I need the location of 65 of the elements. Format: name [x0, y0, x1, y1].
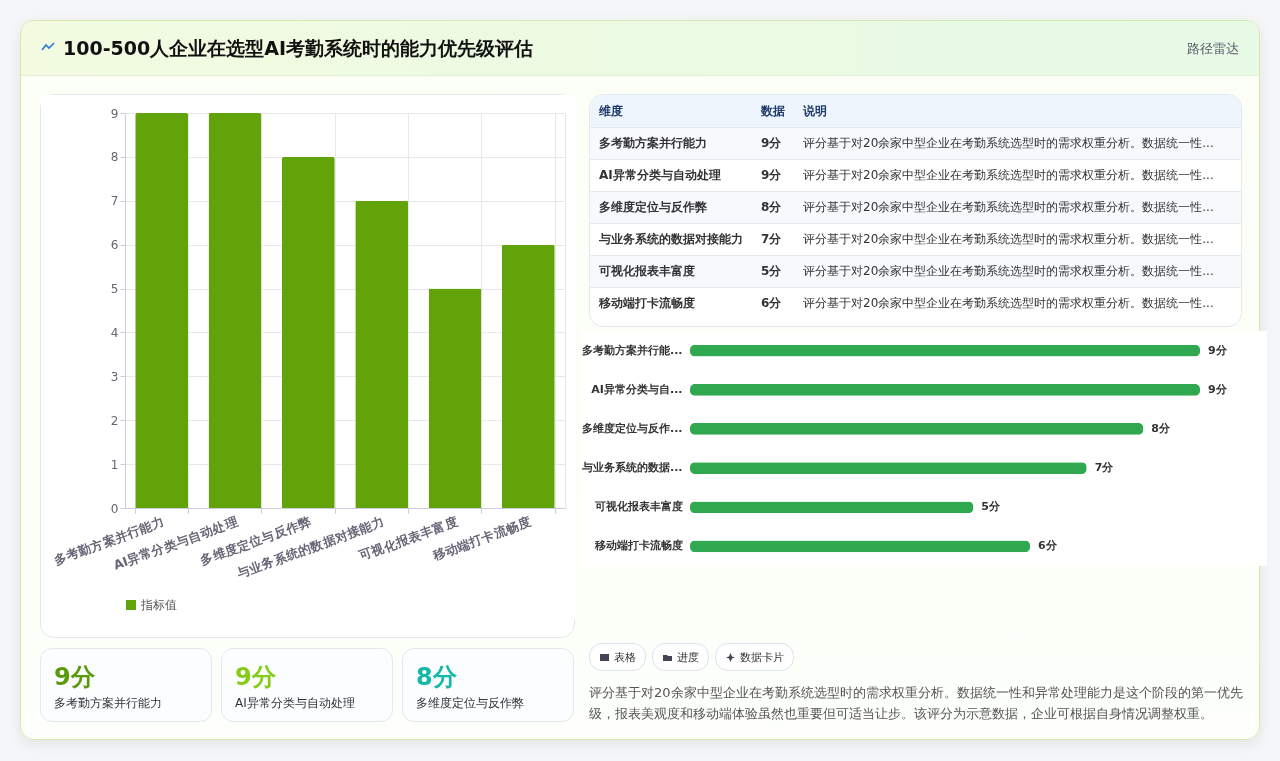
text: 9分 [235, 663, 276, 691]
category-label: 进度 [652, 643, 709, 671]
data-label: 6分 [1038, 539, 1058, 553]
category-label: AI异常分类与自动处理 [599, 168, 721, 182]
text: 评分基于对20余家中型企业在考勤系统选型时的需求权重分析。数据统一性... [794, 127, 1241, 159]
category-label: 多维度定位与反作弊 [416, 695, 524, 712]
text: 评分基于对20余家中型企业在考勤系统选型时的需求权重分析。数据统一性... [803, 200, 1214, 214]
text: 路径雷达 [1187, 40, 1239, 58]
category-label: 数据卡片 [715, 643, 794, 671]
y-tick-label: 6 [110, 238, 119, 253]
text: 9分 [54, 663, 95, 691]
text: 数据 [752, 95, 794, 127]
y-tick-label: 0 [110, 501, 119, 516]
bar [690, 423, 1144, 435]
text: 评分基于对20余家中型企业在考勤系统选型时的需求权重分析。数据统一性... [803, 296, 1214, 311]
y-tick-label: 多考勤方案并行能... [581, 343, 683, 357]
category-label: 多维度定位与反作弊 [599, 200, 707, 214]
bar [690, 462, 1087, 474]
chart-title: 100-500人企业在选型AI考勤系统时的能力优先级评估 [63, 36, 533, 61]
text: 评分基于对20余家中型企业在考勤系统选型时的需求权重分析。数据统一性和异常处理能力是这个阶段的第一优先级，报表美观度和移动端体验虽然也重要但可适当让步。该评分为示意数据，企业可根据自身情况调整权重。 [589, 684, 1244, 723]
data-label: 8分 [1151, 421, 1171, 435]
bar [690, 501, 974, 514]
bar [690, 540, 1030, 553]
text: 5分 [761, 264, 782, 278]
text: 维度 [590, 95, 752, 127]
text: 7分 [761, 232, 782, 246]
bar [690, 344, 1200, 357]
category-label: 多考勤方案并行能力 [599, 136, 707, 150]
legend-label: 指标值 [140, 598, 177, 612]
text: 评分基于对20余家中型企业在考勤系统选型时的需求权重分析。数据统一性... [803, 232, 1214, 246]
data-label: 9分 [1208, 343, 1228, 357]
category-label: AI异常分类与自动处理 [235, 695, 355, 712]
y-tick-label: 8 [110, 150, 119, 165]
text: 9分 [761, 168, 782, 182]
y-tick-label: 4 [110, 325, 119, 340]
text: 8分 [761, 200, 782, 214]
y-tick-label: 7 [110, 194, 119, 209]
text: 说明 [794, 95, 1241, 127]
category-label: 与业务系统的数据对接能力 [599, 232, 743, 246]
y-tick-label: 与业务系统的数据... [580, 461, 683, 475]
bar [428, 288, 482, 508]
bar [355, 200, 409, 508]
text: 8分 [416, 663, 457, 691]
y-tick-label: 多维度定位与反作... [581, 421, 683, 435]
y-tick-label: AI异常分类与自... [591, 382, 683, 396]
y-tick-label: 可视化报表丰富度 [593, 500, 683, 514]
text: 6分 [761, 296, 782, 311]
text: 9分 [761, 136, 782, 150]
data-label: 7分 [1094, 461, 1115, 475]
data-label: 9分 [1208, 382, 1228, 396]
bar [281, 156, 335, 508]
bar [208, 113, 262, 508]
bar [690, 383, 1200, 396]
y-tick-label: 1 [110, 457, 119, 472]
y-tick-label: 3 [110, 369, 119, 384]
text: 评分基于对20余家中型企业在考勤系统选型时的需求权重分析。数据统一性... [803, 264, 1214, 278]
y-tick-label: 2 [110, 413, 119, 428]
y-tick-label: 9 [110, 106, 119, 121]
y-tick-label: 5 [110, 282, 119, 297]
text: 评分基于对20余家中型企业在考勤系统选型时的需求权重分析。数据统一性... [803, 168, 1214, 182]
data-label: 5分 [981, 500, 1001, 514]
bar [135, 113, 189, 508]
category-label: 表格 [589, 643, 646, 671]
category-label: 多考勤方案并行能力 [54, 695, 162, 712]
bar [501, 244, 555, 508]
